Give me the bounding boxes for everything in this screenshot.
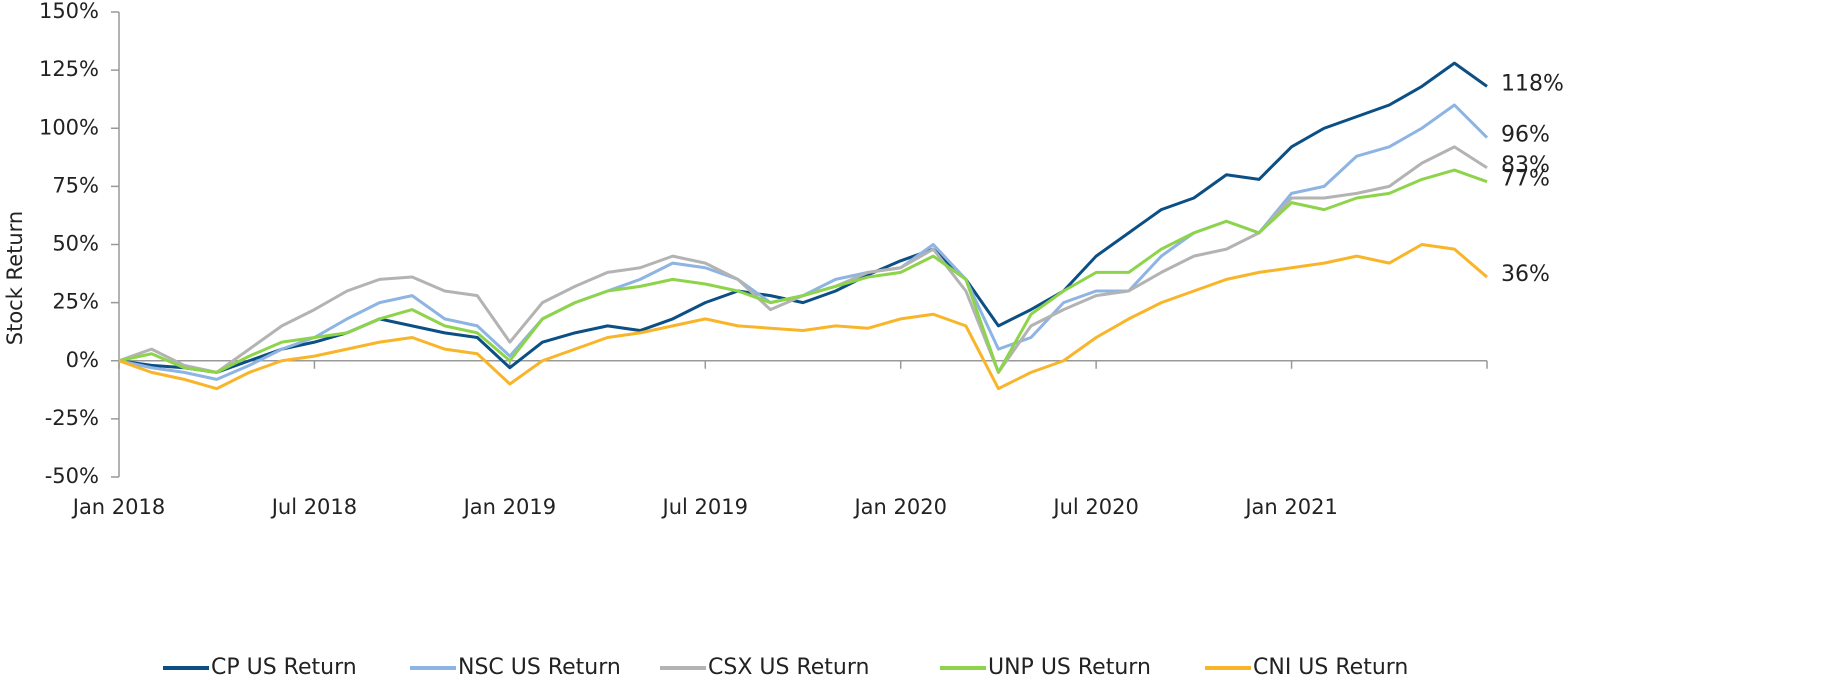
legend-label: CP US Return xyxy=(211,655,357,680)
legend-label: CNI US Return xyxy=(1253,655,1408,680)
end-label: 36% xyxy=(1501,262,1550,287)
end-label: 96% xyxy=(1501,123,1550,148)
end-label: 118% xyxy=(1501,71,1564,96)
legend-label: NSC US Return xyxy=(458,655,621,680)
y-tick-label: 100% xyxy=(39,115,99,139)
legend-label: CSX US Return xyxy=(708,655,869,680)
end-label: 83% xyxy=(1501,153,1550,178)
x-tick-label: Jan 2018 xyxy=(71,495,166,519)
x-tick-label: Jan 2020 xyxy=(852,495,947,519)
end-label: 77% xyxy=(1501,167,1550,192)
x-tick-label: Jul 2019 xyxy=(661,495,748,519)
y-tick-label: 25% xyxy=(52,290,99,314)
x-tick-label: Jul 2020 xyxy=(1051,495,1138,519)
y-tick-label: 125% xyxy=(39,57,99,81)
y-tick-label: -50% xyxy=(45,464,99,488)
legend-label: UNP US Return xyxy=(988,655,1151,680)
series-line xyxy=(118,168,1488,374)
y-axis-label: Stock Return xyxy=(3,211,27,345)
x-tick-label: Jan 2021 xyxy=(1243,495,1338,519)
y-tick-label: 0% xyxy=(66,348,99,372)
series-line xyxy=(118,61,1488,374)
y-tick-label: -25% xyxy=(45,406,99,430)
y-tick-label: 75% xyxy=(52,173,99,197)
x-tick-label: Jan 2019 xyxy=(462,495,557,519)
x-tick-label: Jul 2018 xyxy=(270,495,357,519)
y-tick-label: 50% xyxy=(52,232,99,256)
y-tick-label: 150% xyxy=(39,0,99,23)
series-line xyxy=(118,243,1488,391)
